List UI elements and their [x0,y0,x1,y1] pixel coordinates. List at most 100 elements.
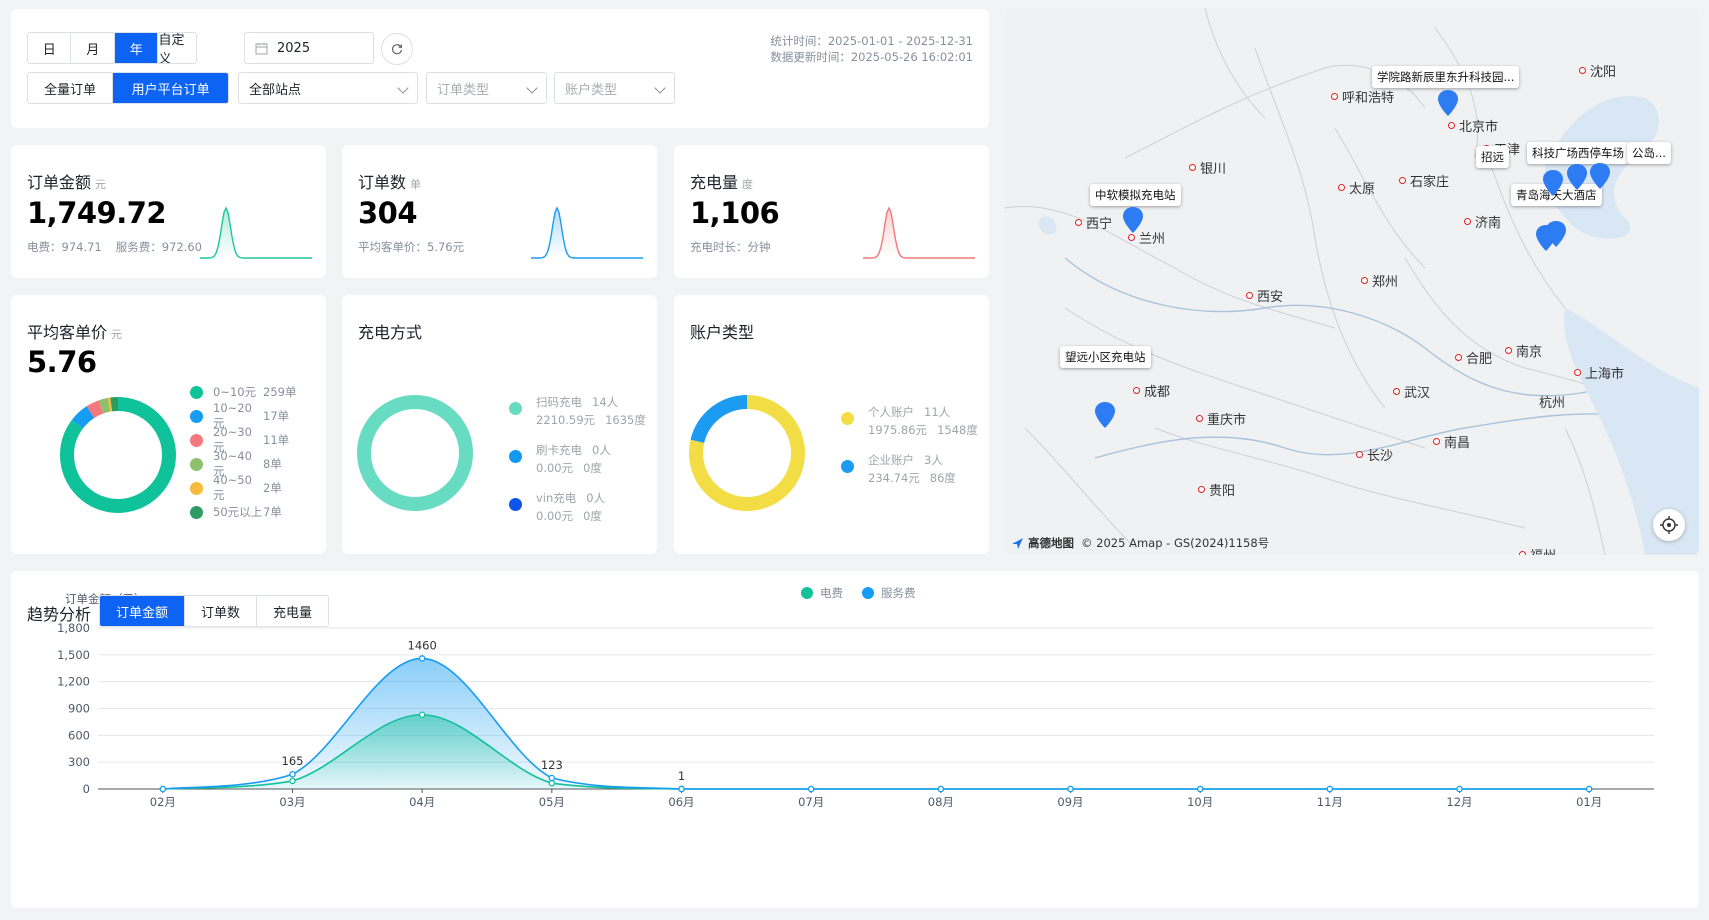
legend-item[interactable]: 扫码充电 14人 2210.59元 1635度 [509,393,646,429]
legend-item[interactable]: 个人账户 11人 1975.86元 1548度 [841,403,978,439]
legend-dot [190,409,203,423]
legend-item[interactable]: 30~40元 8单 [190,449,296,478]
map-pin-icon[interactable] [1566,163,1588,191]
kpi-title-text: 订单数 [358,173,407,192]
data-point [1585,785,1593,793]
x-tick-label: 01月 [1576,795,1602,809]
avg-price-title: 平均客单价元 [27,319,122,343]
station-label[interactable]: 公岛... [1627,142,1671,164]
legend-dot [841,412,854,425]
x-tick-label: 07月 [798,795,824,809]
tab-custom[interactable]: 自定义 [158,33,185,64]
map-city: 杭州 [1539,396,1566,411]
kpi-title: 充电量度 [690,169,753,193]
map-city: 武汉 [1393,382,1430,401]
map-city: 重庆市 [1196,409,1246,428]
map-city: 太原 [1338,178,1375,197]
map-pin-icon[interactable] [1545,220,1567,248]
series-line [162,657,1590,790]
map-city: 兰州 [1128,228,1165,247]
sparkline-area [531,208,643,258]
kpi-unit: 单 [410,178,422,191]
calendar-icon [255,42,268,55]
data-point [418,655,426,662]
y-tick-label: 0 [83,782,90,796]
map-pin-icon[interactable] [1437,89,1459,117]
legend-count: 259单 [263,385,297,399]
year-picker[interactable]: 2025 [244,32,374,64]
avg-price-donut [60,397,176,513]
kpi-title-text: 订单金额 [27,173,92,192]
legend-line: 1975.86元 1548度 [868,423,978,437]
map-pin-icon[interactable] [1542,169,1564,197]
tab-trend-amount[interactable]: 订单金额 [100,596,186,626]
legend-item[interactable]: 50元以上 7单 [190,500,296,524]
stat-meta: 统计时间：2025-01-01 - 2025-12-31 数据更新时间：2025… [770,33,973,65]
tab-platform-orders[interactable]: 用户平台订单 [113,73,228,103]
kpi-title: 订单金额元 [27,169,106,193]
locate-button[interactable] [1653,509,1685,541]
x-tick-label: 04月 [409,795,435,809]
data-point [807,785,815,793]
legend-line: 234.74元 86度 [868,471,956,485]
tab-day[interactable]: 日 [28,33,72,63]
map-city: 济南 [1464,212,1501,231]
series-area [162,714,1590,789]
account-type-card: 账户类型 个人账户 11人 1975.86元 1548度 企业账户 3人 234.74元 86… [674,295,989,554]
legend-item[interactable]: 刷卡充电 0人 0.00元 0度 [509,441,646,477]
legend-item[interactable]: 0~10元 259单 [190,380,296,404]
tab-trend-energy[interactable]: 充电量 [273,605,313,621]
data-point [548,779,556,787]
order-type-select[interactable]: 订单类型 [426,72,547,104]
map-attribution: 高德地图 © 2025 Amap - GS(2024)1158号 [1011,535,1269,551]
legend-label: 10~20元 [213,401,252,430]
map-city: 成都 [1133,381,1170,400]
legend-item[interactable]: 10~20元 17单 [190,401,296,430]
legend-item[interactable]: 40~50元 2单 [190,473,296,502]
x-tick-label: 12月 [1446,795,1472,809]
trend-card: 趋势分析 电费服务费订单金额（元）03006009001,2001,5001,8… [11,571,1699,908]
station-label[interactable]: 望远小区充电站 [1060,346,1151,368]
y-tick-label: 900 [68,702,90,716]
legend-dot [862,587,874,599]
y-tick-label: 1,800 [57,621,90,635]
map-pin-icon[interactable] [1094,401,1116,429]
station-label[interactable]: 青岛海天大酒店 [1511,184,1602,206]
kpi-sparkline [863,206,975,259]
station-map[interactable]: 沈阳 呼和浩特 北京市 天津 银川 石家庄 太原 西宁 兰州 济南 郑州 西安 … [1005,8,1699,555]
tab-all-orders[interactable]: 全量订单 [28,73,114,103]
avg-price-legend: 0~10元 259单 10~20元 17单 20~30元 11单 30~40元 8单 40~50… [190,380,296,524]
data-point [678,785,685,793]
map-city: 银川 [1189,158,1226,177]
station-label[interactable]: 科技广场西停车场 [1527,142,1629,164]
amap-logo-icon [1012,537,1023,549]
account-type-select[interactable]: 账户类型 [554,72,675,104]
y-tick-label: 1,500 [57,648,90,662]
legend-item[interactable]: 20~30元 11单 [190,425,296,454]
legend-count: 17单 [263,409,290,423]
legend-label: 30~40元 [213,449,252,478]
map-pin-icon[interactable] [1589,162,1611,190]
kpi-unit: 元 [95,178,107,191]
station-label[interactable]: 学院路新辰里东升科技园... [1372,66,1520,88]
period-tabs: 日 月 年 自定义 [27,32,197,64]
station-label[interactable]: 招远 [1476,146,1509,168]
map-city: 郑州 [1361,271,1398,290]
legend-line: vin充电 0人 [536,491,606,505]
kpi-sparkline [200,206,312,259]
tab-month[interactable]: 月 [71,33,115,63]
map-pin-icon[interactable] [1122,206,1144,234]
legend-count: 8单 [263,457,282,471]
map-city: 沈阳 [1579,61,1616,80]
kpi-unit: 度 [742,178,754,191]
station-label[interactable]: 中软模拟充电站 [1090,184,1181,206]
legend-item[interactable]: vin充电 0人 0.00元 0度 [509,489,646,525]
avg-price-unit: 元 [111,328,123,341]
charge-method-title: 充电方式 [358,323,423,342]
tab-year[interactable]: 年 [114,33,159,63]
station-select[interactable]: 全部站点 [238,72,418,104]
legend-item[interactable]: 企业账户 3人 234.74元 86度 [841,451,978,487]
refresh-button[interactable] [381,33,413,65]
tab-trend-orders[interactable]: 订单数 [185,596,258,626]
kpi-sub-service: 服务费：972.60 [115,240,202,254]
